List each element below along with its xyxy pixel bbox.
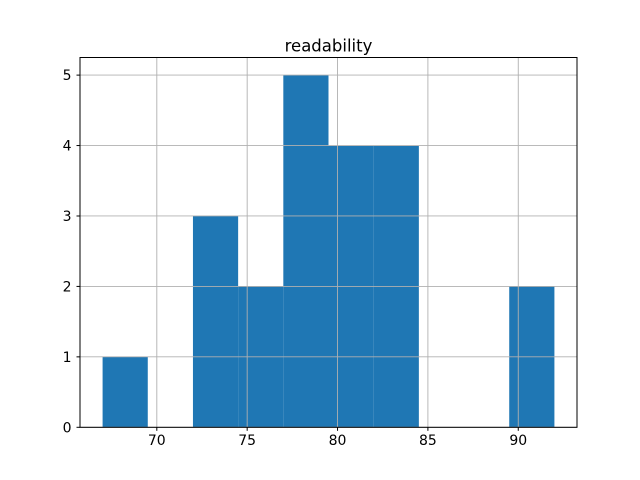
histogram-bar xyxy=(283,75,329,428)
y-tick-label: 3 xyxy=(63,209,72,225)
y-tick-label: 0 xyxy=(63,420,72,436)
y-tick-label: 2 xyxy=(63,279,72,295)
x-tick-label: 70 xyxy=(148,433,166,449)
histogram-bar xyxy=(192,215,239,428)
axes-spines-group xyxy=(79,57,578,428)
y-tick-label: 5 xyxy=(63,68,72,84)
x-tick-label: 75 xyxy=(238,433,256,449)
x-axis: 70 75 80 85 90 xyxy=(148,427,527,449)
x-tick-label: 85 xyxy=(419,433,437,449)
y-axis: 0 1 2 3 4 5 xyxy=(63,68,80,436)
plot-border xyxy=(79,57,578,428)
histogram-bar xyxy=(102,356,148,428)
x-tick-label: 90 xyxy=(509,433,527,449)
chart-title: readability xyxy=(285,37,373,56)
y-tick-label: 4 xyxy=(63,139,72,155)
x-tick-label: 80 xyxy=(329,433,347,449)
y-tick-label: 1 xyxy=(63,350,72,366)
